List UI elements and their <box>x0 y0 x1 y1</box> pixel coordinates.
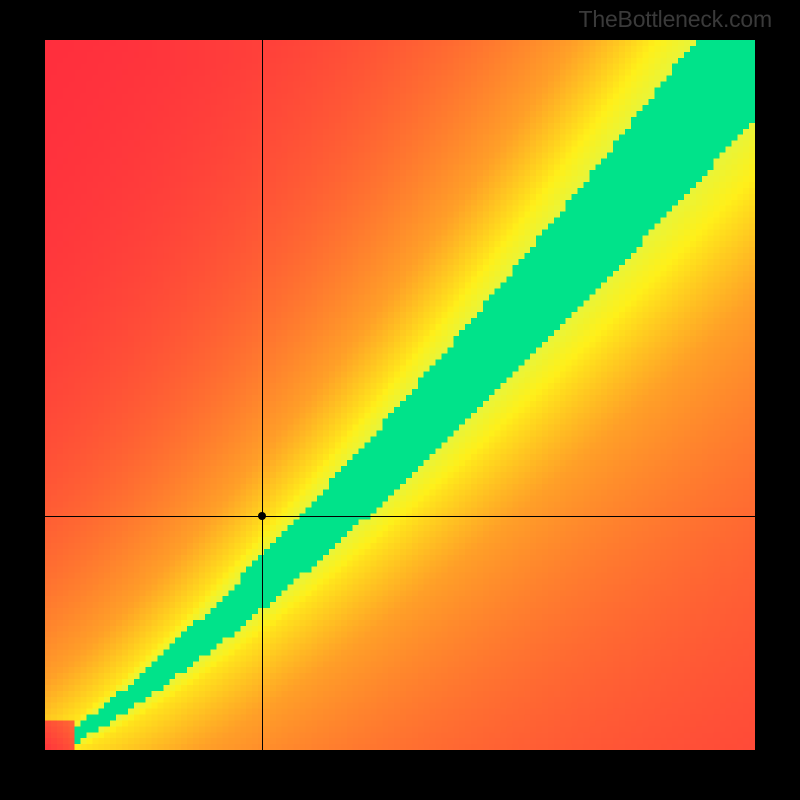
heatmap-plot <box>45 40 755 750</box>
crosshair-vertical <box>262 40 263 750</box>
watermark-text: TheBottleneck.com <box>579 6 772 33</box>
heatmap-canvas <box>45 40 755 750</box>
crosshair-horizontal <box>45 516 755 517</box>
marker-dot <box>258 512 266 520</box>
chart-container: TheBottleneck.com <box>0 0 800 800</box>
